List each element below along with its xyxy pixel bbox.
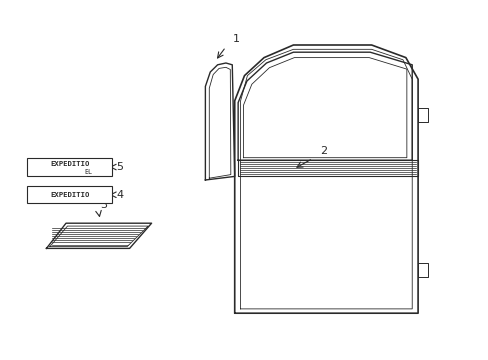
Text: EXPEDITIO: EXPEDITIO <box>50 161 89 167</box>
Text: 4: 4 <box>116 190 123 200</box>
Text: 1: 1 <box>233 34 240 44</box>
Text: EXPEDITIO: EXPEDITIO <box>50 192 89 198</box>
Text: 2: 2 <box>320 145 327 156</box>
Text: 5: 5 <box>116 162 123 172</box>
Bar <box>27 186 112 203</box>
Bar <box>27 158 112 176</box>
Text: EL: EL <box>84 169 92 175</box>
Text: 3: 3 <box>100 199 106 210</box>
